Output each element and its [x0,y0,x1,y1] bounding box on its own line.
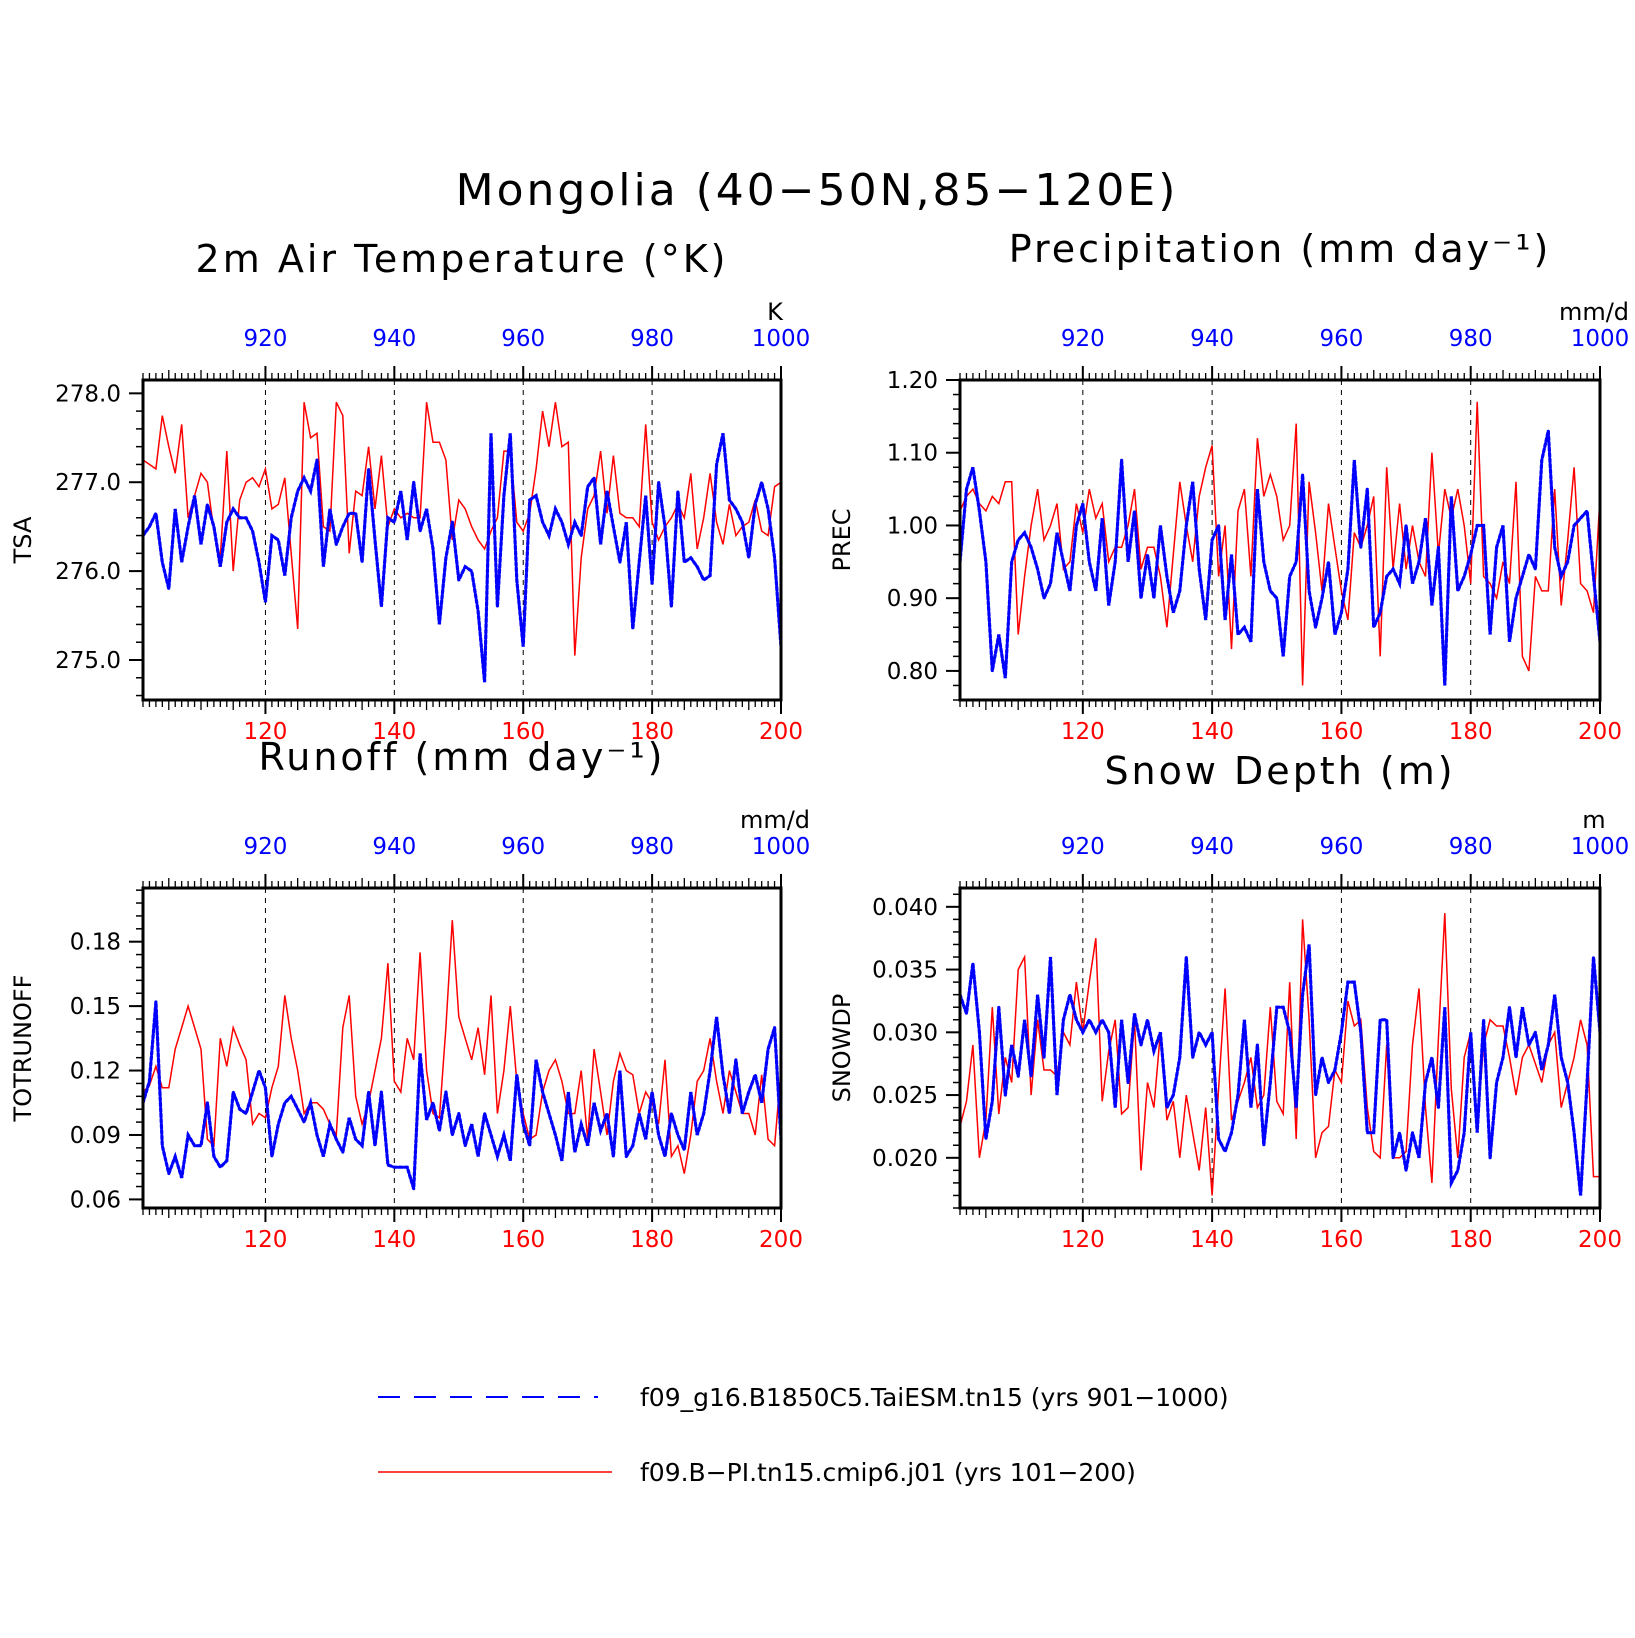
x-top-tick-label: 940 [1190,326,1234,352]
y-tick-label: 0.035 [872,958,938,984]
panel-snowdp: Snow Depth (m) 0.020 0.025 0.030 0.035 0.040 S… [828,749,1629,1253]
x-top-tick-label: 1000 [752,326,811,352]
x-bottom-tick-label: 200 [1578,719,1622,745]
x-bottom-tick-label: 140 [372,1227,416,1253]
x-top-tick-label: 1000 [752,834,811,860]
y-tick-label: 0.15 [70,994,121,1020]
units-label: K [767,298,784,326]
x-top-tick-label: 980 [1449,326,1493,352]
x-bottom-tick-label: 180 [1449,719,1493,745]
x-top-tick-label: 940 [372,326,416,352]
y-tick-label: 0.90 [887,586,938,612]
panels: 2m Air Temperature (°K) 275.0 276.0 277.0 27… [9,227,1629,1253]
panel-title: 2m Air Temperature (°K) [196,237,729,281]
y-tick-label: 0.030 [872,1020,938,1046]
x-top-tick-label: 960 [501,326,545,352]
series-blue-line [141,432,783,683]
x-top-tick-label: 1000 [1571,834,1630,860]
x-top-tick-label: 920 [243,834,287,860]
x-top-tick-label: 980 [630,834,674,860]
x-bottom-tick-label: 140 [1190,719,1234,745]
x-bottom-tick-label: 140 [1190,1227,1234,1253]
x-bottom-tick-label: 140 [372,719,416,745]
x-top-tick-label: 940 [1190,834,1234,860]
x-bottom-tick-label: 120 [1061,719,1105,745]
y-tick-label: 0.025 [872,1083,938,1109]
y-tick-label: 278.0 [55,381,121,407]
y-tick-label: 0.040 [872,895,938,921]
plot-frame [141,378,783,702]
panel-tsa: 2m Air Temperature (°K) 275.0 276.0 277.0 27… [9,237,810,745]
series-red-line [142,401,782,656]
x-bottom-tick-label: 180 [630,1227,674,1253]
legend: f09_g16.B1850C5.TaiESM.tn15 (yrs 901−100… [378,1383,1229,1487]
x-top-tick-label: 960 [1319,834,1363,860]
x-bottom-tick-label: 120 [243,719,287,745]
panel-title: Precipitation (mm day⁻¹) [1009,227,1552,271]
plot-frame [958,886,1602,1210]
panel-prec: Precipitation (mm day⁻¹) 0.80 0.90 1.00 1.10… [828,227,1629,745]
x-bottom-tick-label: 200 [759,1227,803,1253]
series-red-line [959,913,1600,1196]
panel-title: Snow Depth (m) [1104,749,1455,793]
series-blue-line [141,1001,783,1190]
y-tick-label: 0.020 [872,1146,938,1172]
x-top-tick-label: 920 [243,326,287,352]
y-axis-label: TSA [9,516,37,564]
y-tick-label: 1.20 [887,368,938,394]
y-tick-label: 276.0 [55,559,121,585]
x-top-tick-label: 1000 [1571,326,1630,352]
units-label: m [1582,806,1605,834]
series-red-line [142,920,782,1174]
x-top-tick-label: 980 [630,326,674,352]
x-bottom-tick-label: 180 [1449,1227,1493,1253]
y-tick-label: 0.18 [70,930,121,956]
x-top-tick-label: 980 [1449,834,1493,860]
y-tick-label: 1.10 [887,441,938,467]
x-bottom-tick-label: 160 [501,719,545,745]
y-tick-label: 0.12 [70,1059,121,1085]
series-blue-line [958,944,1602,1196]
legend-label-red: f09.B−PI.tn15.cmip6.j01 (yrs 101−200) [640,1458,1136,1487]
y-tick-label: 277.0 [55,470,121,496]
x-bottom-tick-label: 200 [759,719,803,745]
plot-frame [141,886,783,1210]
y-axis-label: TOTRUNOFF [9,975,37,1123]
y-axis-label: PREC [828,508,856,571]
x-bottom-tick-label: 120 [243,1227,287,1253]
panel-totrunoff: Runoff (mm day⁻¹) 0.06 0.09 0.12 0.15 0.18 TOT… [9,735,810,1253]
x-bottom-tick-label: 120 [1061,1227,1105,1253]
panel-title: Runoff (mm day⁻¹) [259,735,666,779]
x-bottom-tick-label: 180 [630,719,674,745]
y-tick-label: 275.0 [55,648,121,674]
x-top-tick-label: 920 [1061,326,1105,352]
units-label: mm/d [1559,298,1629,326]
y-tick-label: 1.00 [887,513,938,539]
x-bottom-tick-label: 160 [1319,1227,1363,1253]
series-blue-line [958,430,1602,686]
y-axis-label: SNOWDP [828,994,856,1103]
units-label: mm/d [740,806,810,834]
y-tick-label: 0.09 [70,1123,121,1149]
x-bottom-tick-label: 160 [1319,719,1363,745]
x-top-tick-label: 960 [1319,326,1363,352]
figure-title: Mongolia (40−50N,85−120E) [456,165,1179,216]
x-top-tick-label: 940 [372,834,416,860]
x-bottom-tick-label: 160 [501,1227,545,1253]
x-top-tick-label: 920 [1061,834,1105,860]
y-tick-label: 0.80 [887,659,938,685]
x-bottom-tick-label: 200 [1578,1227,1622,1253]
legend-label-blue: f09_g16.B1850C5.TaiESM.tn15 (yrs 901−100… [640,1383,1229,1412]
x-top-tick-label: 960 [501,834,545,860]
y-tick-label: 0.06 [70,1187,121,1213]
